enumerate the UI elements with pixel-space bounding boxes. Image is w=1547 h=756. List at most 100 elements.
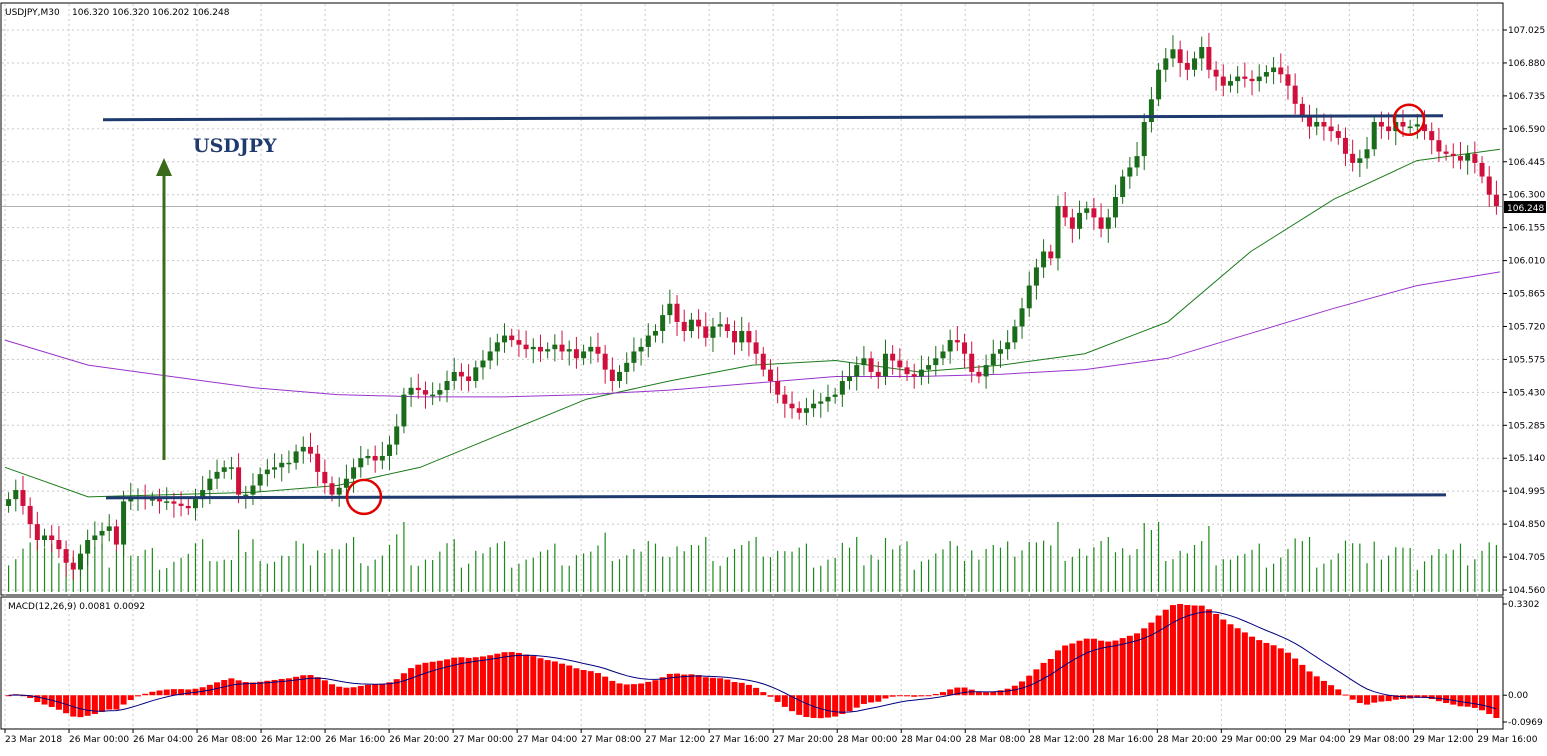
candle-body bbox=[1436, 140, 1442, 152]
macd-tick-label: 0.00 bbox=[1508, 691, 1528, 701]
macd-histogram-bar bbox=[1011, 685, 1018, 696]
candle-body bbox=[1206, 47, 1212, 70]
candle-body bbox=[56, 540, 62, 550]
macd-histogram-bar bbox=[731, 682, 738, 696]
candle-body bbox=[394, 426, 400, 445]
time-tick-label: 27 Mar 08:00 bbox=[581, 735, 641, 745]
time-tick-label: 26 Mar 12:00 bbox=[261, 735, 321, 745]
price-tick-label: 105.865 bbox=[1508, 290, 1545, 300]
macd-histogram-bar bbox=[652, 680, 659, 696]
macd-histogram-bar bbox=[638, 683, 645, 696]
macd-histogram-bar bbox=[530, 656, 537, 696]
annotation-markers[interactable] bbox=[345, 103, 1426, 516]
candle-body bbox=[962, 342, 968, 354]
macd-histogram-bar bbox=[235, 680, 242, 696]
candle-body bbox=[279, 462, 285, 468]
candle-body bbox=[746, 331, 752, 343]
macd-histogram-bar bbox=[839, 695, 846, 714]
macd-histogram-bar bbox=[178, 689, 185, 696]
candle-body bbox=[408, 387, 414, 395]
macd-histogram-bar bbox=[127, 695, 134, 700]
candle-body bbox=[545, 349, 551, 352]
candle-body bbox=[1256, 76, 1262, 82]
macd-histogram-bar bbox=[537, 658, 544, 696]
macd-histogram-bar bbox=[1277, 648, 1284, 696]
macd-histogram-bar bbox=[975, 691, 982, 696]
macd-histogram-bar bbox=[932, 694, 939, 696]
candle-body bbox=[415, 387, 421, 391]
candle-body bbox=[696, 319, 702, 327]
candle-body bbox=[1486, 176, 1492, 195]
candle-body bbox=[1357, 158, 1363, 163]
macd-histogram-bar bbox=[1205, 609, 1212, 696]
macd-histogram-bar bbox=[300, 675, 307, 696]
macd-histogram-bar bbox=[738, 682, 745, 696]
candle-body bbox=[717, 324, 723, 327]
horizontal-levels[interactable] bbox=[102, 114, 1447, 500]
candle-body bbox=[77, 553, 83, 570]
candle-body bbox=[609, 369, 615, 381]
candle-body bbox=[437, 390, 443, 395]
candle-body bbox=[178, 503, 184, 506]
macd-histogram-bar bbox=[465, 657, 472, 696]
macd-histogram-bar bbox=[602, 676, 609, 696]
resistance-touch-marker bbox=[1392, 103, 1426, 136]
candle-body bbox=[617, 371, 623, 381]
macd-histogram-bar bbox=[343, 687, 350, 696]
candle-body bbox=[1307, 115, 1313, 127]
time-tick-label: 26 Mar 20:00 bbox=[389, 735, 449, 745]
macd-histogram-bar bbox=[1263, 642, 1270, 696]
macd-histogram-bar bbox=[559, 663, 566, 696]
time-tick-label: 26 Mar 04:00 bbox=[133, 735, 193, 745]
candle-body bbox=[1350, 153, 1356, 163]
macd-histogram-bar bbox=[494, 653, 501, 696]
macd-histogram-bar bbox=[515, 652, 522, 696]
macd-histogram-bar bbox=[753, 687, 760, 696]
candle-body bbox=[782, 394, 788, 404]
candle-body bbox=[1263, 72, 1269, 77]
candle-body bbox=[1091, 208, 1097, 218]
macd-histogram-bar bbox=[163, 689, 170, 696]
candle-body bbox=[767, 369, 773, 381]
macd-histogram-bar bbox=[717, 678, 724, 696]
candle-body bbox=[502, 335, 508, 343]
candle-body bbox=[926, 365, 932, 370]
macd-histogram-bar bbox=[1313, 676, 1320, 696]
candle-body bbox=[401, 394, 407, 427]
macd-histogram-bar bbox=[645, 681, 652, 696]
macd-histogram-bar bbox=[185, 689, 192, 696]
candle-body bbox=[688, 319, 694, 332]
candle-body bbox=[796, 408, 802, 413]
macd-histogram-bar bbox=[77, 695, 84, 718]
candlesticks[interactable] bbox=[6, 32, 1499, 581]
candle-body bbox=[480, 360, 486, 368]
candle-body bbox=[1033, 267, 1039, 286]
candle-body bbox=[451, 371, 457, 381]
candle-body bbox=[1177, 49, 1183, 63]
candle-body bbox=[13, 490, 19, 500]
macd-histogram-bar bbox=[817, 695, 824, 719]
candle-body bbox=[164, 501, 170, 503]
macd-histogram-bar bbox=[1471, 695, 1478, 708]
candle-body bbox=[1048, 251, 1054, 259]
macd-histogram-bar bbox=[221, 680, 228, 696]
candle-body bbox=[1105, 217, 1111, 229]
candle-body bbox=[523, 344, 529, 350]
candle-body bbox=[760, 353, 766, 370]
macd-histogram-bar bbox=[860, 695, 867, 704]
macd-histogram-bar bbox=[1292, 658, 1299, 696]
macd-histogram-bar bbox=[1234, 628, 1241, 696]
macd-histogram-bar bbox=[681, 674, 688, 696]
candle-body bbox=[307, 446, 313, 454]
candle-body bbox=[775, 380, 781, 395]
candle-body bbox=[1163, 58, 1169, 70]
macd-histogram-bar bbox=[1320, 680, 1327, 696]
candle-body bbox=[1378, 122, 1384, 127]
macd-histogram-bar bbox=[1184, 604, 1191, 696]
price-tick-label: 104.560 bbox=[1508, 586, 1545, 596]
candle-body bbox=[1414, 124, 1420, 127]
price-tick-label: 105.430 bbox=[1508, 388, 1545, 398]
macd-histogram-bar bbox=[422, 662, 429, 696]
